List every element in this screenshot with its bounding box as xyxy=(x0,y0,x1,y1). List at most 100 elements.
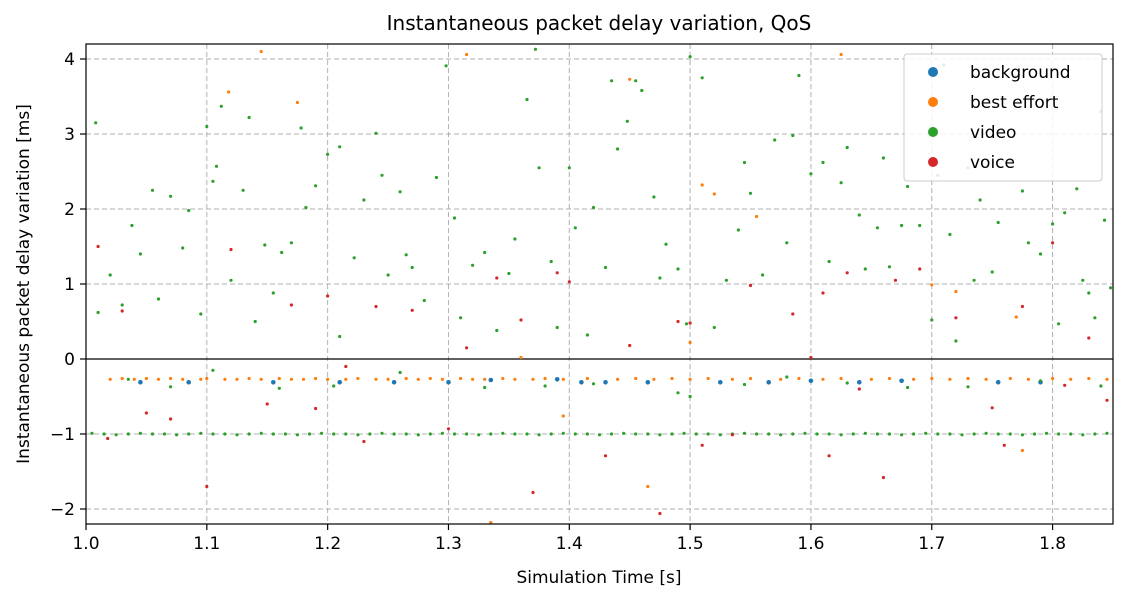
data-point xyxy=(519,355,523,360)
x-tick-label: 1.7 xyxy=(918,534,945,554)
data-point xyxy=(1087,336,1091,340)
data-point xyxy=(845,145,849,150)
data-point xyxy=(391,380,397,385)
y-tick-label: −1 xyxy=(50,425,75,445)
data-point xyxy=(199,312,203,316)
data-point xyxy=(368,432,372,436)
data-point xyxy=(863,267,867,271)
data-point xyxy=(688,321,692,325)
data-point xyxy=(525,432,529,436)
data-point xyxy=(881,475,886,480)
data-point xyxy=(875,432,880,436)
data-point xyxy=(1102,218,1107,222)
data-point xyxy=(1002,443,1006,447)
data-point xyxy=(332,432,336,436)
data-point xyxy=(277,376,281,381)
data-point xyxy=(730,433,735,437)
data-point xyxy=(803,431,807,435)
data-point xyxy=(446,380,451,385)
data-point xyxy=(809,355,813,360)
data-point xyxy=(1008,432,1012,436)
data-point xyxy=(120,303,124,307)
data-point xyxy=(742,160,747,165)
data-point xyxy=(169,376,173,381)
data-point xyxy=(918,267,922,271)
data-point xyxy=(585,376,590,381)
data-point xyxy=(603,380,608,385)
data-point xyxy=(126,432,130,436)
data-point xyxy=(138,431,142,435)
data-point xyxy=(404,432,408,436)
data-point xyxy=(259,49,263,54)
data-point xyxy=(815,432,819,436)
data-point xyxy=(386,273,390,277)
data-point xyxy=(748,283,753,288)
data-point xyxy=(1020,189,1024,193)
data-point xyxy=(603,454,608,458)
data-point xyxy=(827,259,831,264)
data-point xyxy=(797,73,801,78)
data-point xyxy=(199,431,203,435)
data-point xyxy=(966,376,970,381)
data-point xyxy=(670,376,674,381)
data-point xyxy=(428,376,432,381)
data-point xyxy=(434,175,438,180)
data-point xyxy=(90,431,94,435)
data-point xyxy=(1087,291,1091,295)
data-point xyxy=(755,214,759,219)
data-point xyxy=(839,181,843,185)
y-tick-label: 2 xyxy=(64,200,75,220)
data-point xyxy=(821,291,825,295)
data-point xyxy=(845,381,849,385)
data-point xyxy=(628,77,632,81)
series-voice xyxy=(96,241,1109,516)
data-point xyxy=(533,47,538,51)
data-point xyxy=(1032,432,1037,436)
data-point xyxy=(797,376,801,381)
data-point xyxy=(169,385,173,389)
data-point xyxy=(549,432,553,436)
data-points xyxy=(90,47,1113,524)
data-point xyxy=(162,432,167,436)
data-point xyxy=(187,208,191,213)
data-point xyxy=(700,183,704,187)
data-point xyxy=(362,439,366,444)
data-point xyxy=(235,433,239,437)
data-point xyxy=(114,433,118,437)
data-point xyxy=(205,124,209,129)
data-point xyxy=(344,364,348,369)
data-point xyxy=(906,385,910,390)
data-point xyxy=(1109,286,1113,290)
data-point xyxy=(827,454,831,458)
data-point xyxy=(1081,278,1085,282)
data-point xyxy=(887,376,892,381)
data-point xyxy=(591,382,596,386)
data-point xyxy=(537,166,541,170)
data-point xyxy=(1081,433,1085,437)
data-point xyxy=(1014,315,1018,319)
y-tick-label: −2 xyxy=(50,500,75,520)
data-point xyxy=(94,121,98,125)
data-point xyxy=(936,432,940,436)
data-point xyxy=(507,271,511,276)
data-point xyxy=(416,433,420,437)
data-point xyxy=(912,432,916,436)
data-point xyxy=(483,385,487,390)
data-point xyxy=(1057,322,1061,326)
data-point xyxy=(241,188,245,192)
data-point xyxy=(555,325,559,330)
data-point xyxy=(223,432,227,436)
data-point xyxy=(1051,241,1055,245)
data-point xyxy=(223,377,227,381)
data-point xyxy=(314,376,318,381)
data-point xyxy=(658,276,662,280)
data-point xyxy=(912,377,916,381)
series-best-effort xyxy=(108,49,1109,524)
data-point xyxy=(332,384,336,388)
data-point xyxy=(1026,241,1030,245)
data-point xyxy=(954,339,958,343)
data-point xyxy=(712,325,716,330)
data-point xyxy=(229,278,233,282)
y-tick-label: 1 xyxy=(64,275,75,295)
